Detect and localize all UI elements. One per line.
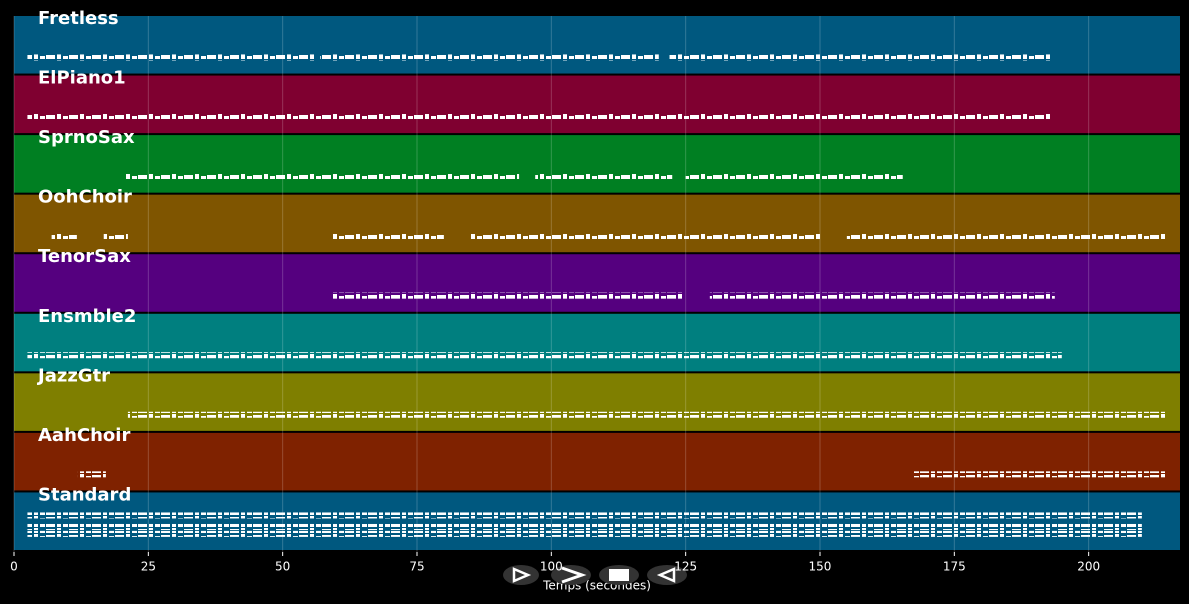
note-run bbox=[27, 352, 1062, 359]
track-band bbox=[14, 135, 1180, 193]
note-run bbox=[331, 292, 684, 299]
track-band bbox=[14, 16, 1180, 74]
x-tick-label: 200 bbox=[1077, 560, 1100, 574]
track-name: Standard bbox=[38, 484, 131, 505]
note-run bbox=[846, 233, 1167, 240]
playback-controls bbox=[503, 565, 687, 585]
track-band bbox=[14, 432, 1180, 491]
track-name: Fretless bbox=[38, 8, 119, 29]
note-run bbox=[27, 54, 315, 61]
note-run bbox=[124, 173, 520, 180]
note-run bbox=[709, 292, 1055, 299]
x-tick-label: 50 bbox=[275, 560, 290, 574]
note-run bbox=[685, 173, 903, 180]
stop-icon bbox=[609, 569, 629, 581]
track-name: Ensmble2 bbox=[38, 306, 136, 327]
track-name: AahChoir bbox=[38, 425, 130, 446]
note-run bbox=[320, 54, 659, 61]
note-run bbox=[103, 233, 128, 240]
note-run bbox=[470, 233, 820, 240]
note-run bbox=[669, 54, 1052, 61]
note-run bbox=[27, 113, 1052, 120]
track-name: OohChoir bbox=[38, 187, 132, 208]
track-band bbox=[14, 75, 1180, 134]
back-button[interactable] bbox=[647, 565, 687, 585]
track-band bbox=[14, 194, 1180, 253]
note-run bbox=[27, 523, 1142, 530]
track-name: TenorSax bbox=[38, 246, 131, 267]
x-tick-label: 75 bbox=[409, 560, 424, 574]
track-band bbox=[14, 492, 1180, 550]
track-band bbox=[14, 254, 1180, 312]
note-run bbox=[77, 471, 106, 478]
x-tick-label: 150 bbox=[809, 560, 832, 574]
track-band bbox=[14, 313, 1180, 372]
track-band bbox=[14, 373, 1180, 431]
track-name: JazzGtr bbox=[36, 365, 110, 386]
note-run bbox=[27, 512, 1142, 519]
forward-icon bbox=[561, 566, 587, 584]
note-run bbox=[127, 411, 1167, 418]
x-tick-label: 25 bbox=[141, 560, 156, 574]
x-tick-label: 100 bbox=[540, 560, 563, 574]
note-run bbox=[51, 233, 77, 240]
note-run bbox=[331, 233, 444, 240]
x-tick-label: 175 bbox=[943, 560, 966, 574]
note-run bbox=[27, 530, 1142, 537]
forward-button[interactable] bbox=[551, 565, 591, 585]
play-icon bbox=[512, 567, 532, 583]
note-run bbox=[913, 471, 1167, 478]
back-icon bbox=[656, 567, 676, 583]
play-button[interactable] bbox=[503, 565, 539, 585]
note-run bbox=[535, 173, 673, 180]
track-name: SprnoSax bbox=[38, 127, 135, 148]
x-tick-label: 0 bbox=[10, 560, 18, 574]
track-name: ElPiano1 bbox=[38, 68, 126, 89]
x-tick-label: 125 bbox=[674, 560, 697, 574]
